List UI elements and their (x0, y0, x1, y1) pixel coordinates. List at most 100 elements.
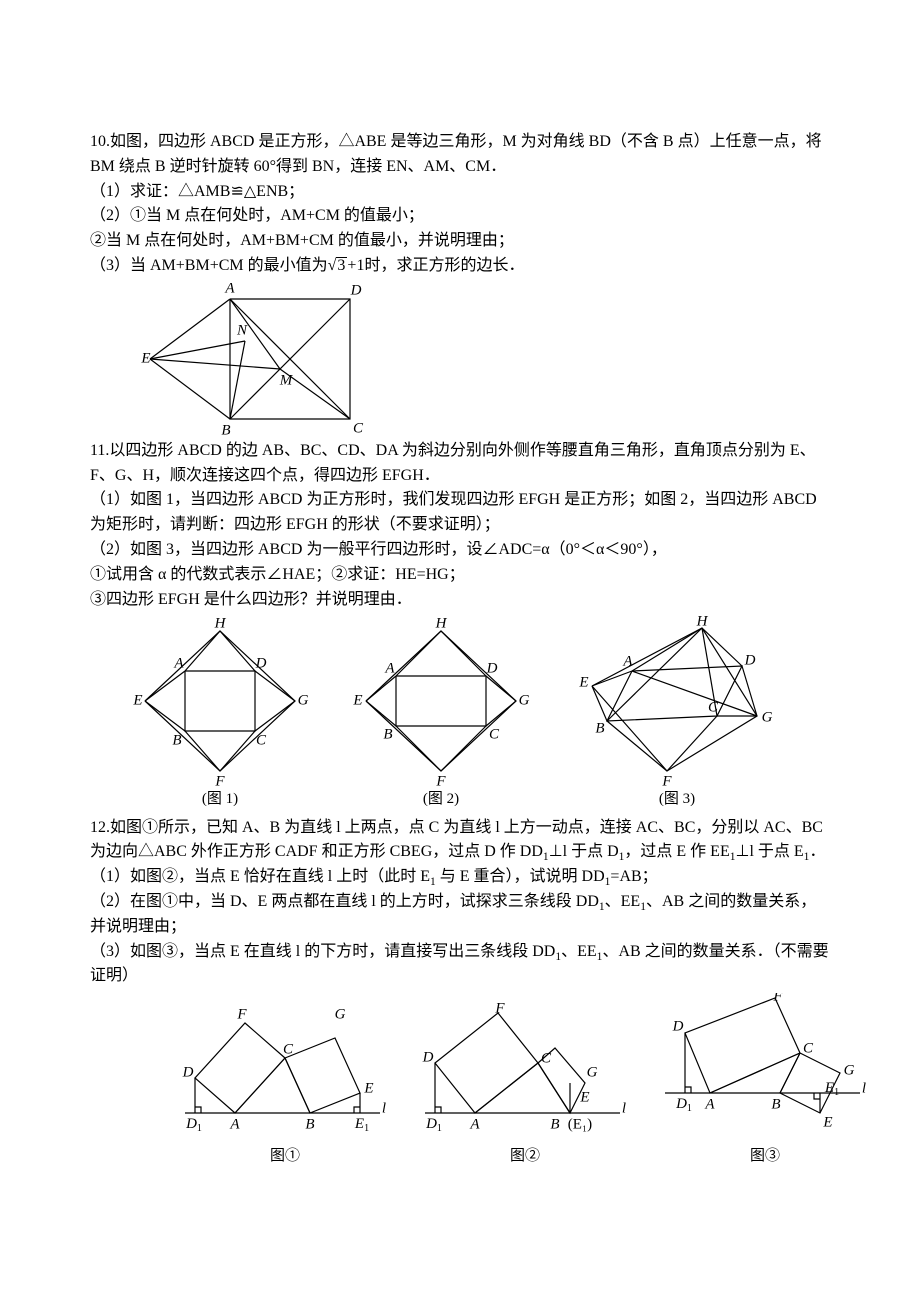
q11-p1: （1）如图 1，当四边形 ABCD 为正方形时，我们发现四边形 EFGH 是正方… (90, 488, 830, 538)
svg-text:l: l (862, 1081, 866, 1097)
svg-text:G: G (335, 1007, 346, 1023)
q12-p1: （1）如图②，当点 E 恰好在直线 l 上时（此时 E1 与 E 重合），试说明… (90, 865, 830, 890)
q12-fig1-caption: 图① (270, 1145, 300, 1168)
q12-fig3-caption: 图③ (750, 1145, 780, 1168)
q12-p2a: （2）在图①中，当 D、E 两点都在直线 l 的上方时，试探求三条线段 DD (90, 893, 599, 910)
svg-text:D1: D1 (425, 1117, 442, 1135)
svg-text:A: A (229, 1117, 240, 1133)
svg-text:l: l (622, 1101, 626, 1117)
svg-text:F: F (236, 1007, 247, 1023)
svg-text:G: G (762, 710, 773, 726)
q12-fig1: A B C D F E G l D1 E1 图① (180, 1003, 390, 1168)
lbl-m: M (279, 372, 294, 388)
q11-figures: A D C B E F G H (图 1) A D C (130, 616, 830, 811)
svg-text:B: B (550, 1117, 559, 1133)
svg-text:C: C (489, 727, 500, 743)
lbl-d: D (350, 282, 362, 298)
seg-en (150, 341, 245, 359)
svg-text:B: B (305, 1117, 314, 1133)
q12-fig2: A B C D F G E l D1 (E₁) 图② (420, 1003, 630, 1168)
svg-text:E: E (363, 1081, 373, 1097)
svg-text:F: F (772, 993, 783, 1004)
svg-text:E1: E1 (824, 1081, 839, 1099)
q12-p2b: 、EE (605, 893, 641, 910)
q11-p4: ③四边形 EFGH 是什么四边形？并说明理由． (90, 588, 830, 613)
svg-text:A: A (173, 656, 184, 672)
q11-fig1-caption: (图 1) (202, 788, 238, 811)
svg-text:B: B (383, 727, 392, 743)
q12-p2: （2）在图①中，当 D、E 两点都在直线 l 的上方时，试探求三条线段 DD1、… (90, 890, 830, 940)
svg-text:D: D (486, 661, 498, 677)
q10-part2a: （2）①当 M 点在何处时，AM+CM 的值最小； (90, 204, 830, 229)
svg-text:B: B (595, 721, 604, 737)
q10-part2b: ②当 M 点在何处时，AM+BM+CM 的值最小，并说明理由； (90, 229, 830, 254)
svg-text:D: D (182, 1065, 194, 1081)
svg-text:A: A (704, 1097, 715, 1113)
q10-stem: 10.如图，四边形 ABCD 是正方形，△ABE 是等边三角形，M 为对角线 B… (90, 130, 830, 180)
page: 10.如图，四边形 ABCD 是正方形，△ABE 是等边三角形，M 为对角线 B… (0, 0, 920, 1302)
sqrt-icon: √3 (328, 257, 348, 274)
q10-p3-pre: （3）当 AM+BM+CM 的最小值为 (90, 257, 328, 274)
svg-text:C: C (803, 1041, 814, 1057)
q12-p1c: =AB； (610, 868, 657, 885)
q11-stem-text: 以四边形 ABCD 的边 AB、BC、CD、DA 为斜边分别向外侧作等腰直角三角… (90, 442, 816, 484)
seg-em (150, 359, 280, 369)
q11-p3: ①试用含 α 的代数式表示∠HAE；②求证：HE=HG； (90, 563, 830, 588)
q10-figure: A D C B E M N (140, 279, 830, 439)
svg-text:D: D (672, 1019, 684, 1035)
svg-text:E: E (352, 693, 362, 709)
q10-part3: （3）当 AM+BM+CM 的最小值为√3+1时，求正方形的边长． (90, 254, 830, 279)
q12-p1b: 与 E 重合），试说明 DD (436, 868, 605, 885)
q12-p3a: （3）如图③，当点 E 在直线 l 的下方时，请直接写出三条线段 DD (90, 943, 555, 960)
q12-p1a: （1）如图②，当点 E 恰好在直线 l 上时（此时 E (90, 868, 430, 885)
svg-text:l: l (382, 1101, 386, 1117)
svg-text:B: B (771, 1097, 780, 1113)
q11-number: 11. (90, 442, 109, 459)
svg-text:G: G (519, 693, 530, 709)
svg-text:C: C (283, 1042, 294, 1058)
q11-fig3-caption: (图 3) (659, 788, 695, 811)
svg-text:H: H (435, 616, 448, 631)
lbl-b: B (221, 422, 230, 438)
q12-fig2-caption: 图② (510, 1145, 540, 1168)
q12-stem-e: ． (809, 843, 825, 860)
svg-text:D: D (744, 653, 756, 669)
svg-text:E: E (578, 675, 588, 691)
svg-text:E: E (132, 693, 142, 709)
seg-ae (150, 299, 230, 359)
svg-text:D: D (255, 656, 267, 672)
q11-fig2: A D C B E F G H (图 2) (346, 616, 536, 811)
lbl-c: C (353, 420, 364, 436)
svg-text:A: A (384, 661, 395, 677)
svg-text:D1: D1 (675, 1097, 692, 1115)
q10-number: 10. (90, 133, 110, 150)
lbl-a: A (224, 280, 235, 296)
q12-p3: （3）如图③，当点 E 在直线 l 的下方时，请直接写出三条线段 DD1、EE1… (90, 940, 830, 990)
q10-part1: （1）求证：△AMB≌△ENB； (90, 180, 830, 205)
q11-fig3: A D C B E F G H (图 3) (572, 616, 782, 811)
lbl-e: E (140, 350, 150, 366)
lbl-n: N (236, 322, 248, 338)
svg-text:C: C (708, 700, 719, 716)
svg-text:F: F (661, 774, 672, 787)
svg-text:E1: E1 (354, 1117, 369, 1135)
q10-p3-post: +1时，求正方形的边长． (347, 257, 524, 274)
q10-stem-text: 如图，四边形 ABCD 是正方形，△ABE 是等边三角形，M 为对角线 BD（不… (90, 133, 822, 175)
svg-text:A: A (469, 1117, 480, 1133)
q12-figures: A B C D F E G l D1 E1 图① (180, 993, 830, 1168)
svg-text:D1: D1 (185, 1117, 202, 1135)
svg-text:C: C (256, 733, 267, 749)
svg-text:F: F (435, 774, 446, 787)
svg-text:B: B (172, 733, 181, 749)
q11-fig1: A D C B E F G H (图 1) (130, 616, 310, 811)
seg-be (150, 359, 230, 419)
svg-text:G: G (587, 1065, 598, 1081)
q12-stem-c: ，过点 E 作 EE (624, 843, 729, 860)
svg-text:E: E (822, 1115, 832, 1131)
svg-text:H: H (214, 616, 227, 631)
svg-text:F: F (214, 774, 225, 787)
q10-sqrt-val: 3 (336, 257, 347, 274)
svg-text:G: G (844, 1063, 855, 1079)
svg-text:H: H (696, 616, 709, 629)
svg-text:E: E (579, 1090, 589, 1106)
